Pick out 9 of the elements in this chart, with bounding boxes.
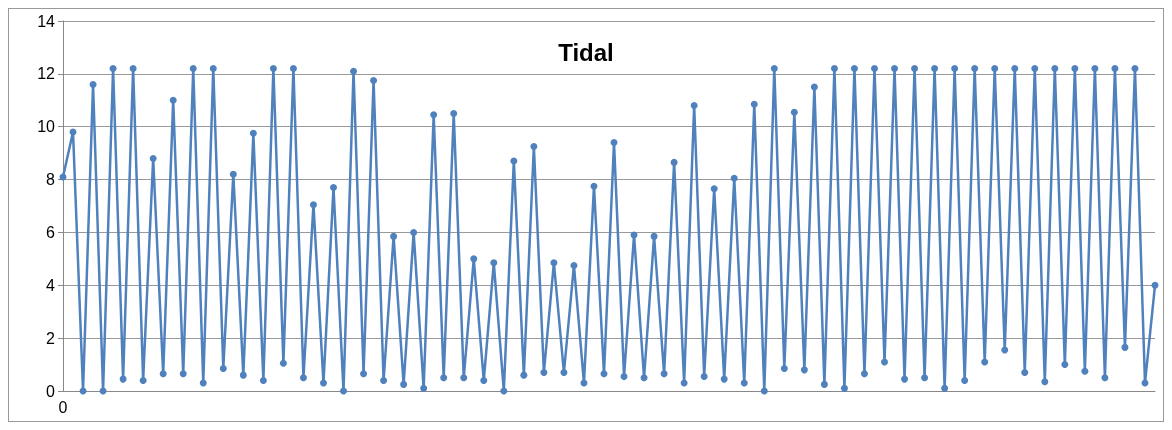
y-tick-label: 8 — [46, 171, 56, 189]
y-tick-label: 12 — [37, 65, 56, 83]
y-tick-label: 2 — [46, 329, 56, 347]
y-tick-label: 4 — [46, 276, 56, 294]
y-tick-label: 6 — [46, 223, 56, 241]
y-tick-label: 10 — [37, 118, 56, 136]
y-tick-label: 14 — [37, 12, 56, 30]
text: Tidal — [558, 38, 614, 66]
y-tick-label: 0 — [46, 382, 56, 400]
